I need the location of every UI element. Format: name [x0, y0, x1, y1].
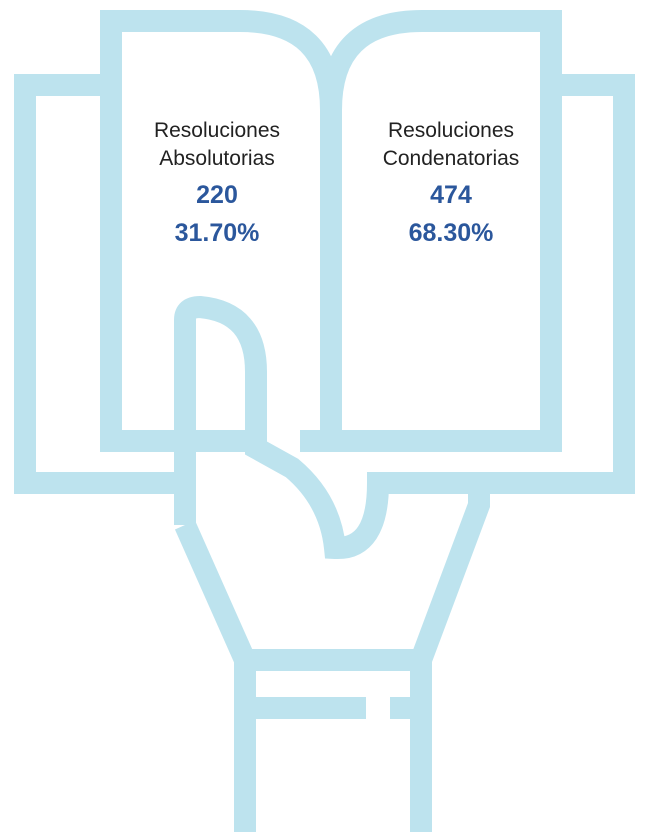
- panel-count: 474: [430, 181, 472, 209]
- book-cover: [14, 74, 635, 494]
- panel-percent: 68.30%: [409, 219, 494, 247]
- panel-absolutorias: Resoluciones Absolutorias 220 31.70%: [154, 119, 280, 247]
- panel-label: Condenatorias: [383, 147, 520, 170]
- panel-label: Absolutorias: [159, 147, 275, 170]
- panel-count: 220: [196, 181, 238, 209]
- panel-label: Resoluciones: [388, 119, 514, 142]
- panel-condenatorias: Resoluciones Condenatorias 474 68.30%: [383, 119, 520, 247]
- panel-percent: 31.70%: [175, 219, 260, 247]
- book-hand-icon: [14, 10, 635, 832]
- right-page: [300, 10, 562, 452]
- hand: [174, 295, 490, 832]
- panel-label: Resoluciones: [154, 119, 280, 142]
